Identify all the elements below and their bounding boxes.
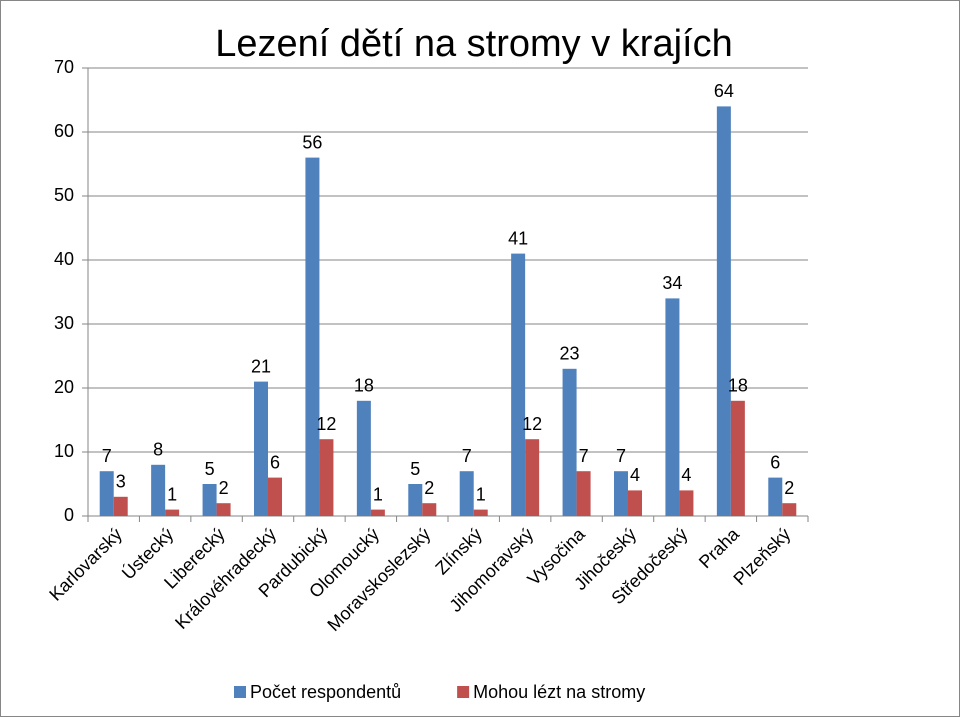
bar [422, 503, 437, 516]
data-label: 12 [316, 414, 336, 434]
data-label: 5 [205, 459, 215, 479]
bar [511, 253, 526, 516]
data-label: 18 [354, 376, 374, 396]
bar [408, 484, 423, 516]
bar [202, 484, 217, 516]
data-label: 7 [462, 446, 472, 466]
data-label: 56 [302, 132, 322, 152]
bar [305, 157, 320, 516]
data-label: 41 [508, 228, 528, 248]
data-label: 4 [681, 465, 691, 485]
bar [99, 471, 114, 516]
legend-swatch [457, 686, 470, 698]
legend-swatch [234, 686, 246, 698]
bar [254, 381, 268, 516]
legend-label: Mohou lézt na stromy [473, 682, 645, 702]
data-label: 6 [270, 452, 280, 472]
bar [473, 509, 488, 516]
data-label: 5 [410, 459, 420, 479]
bar [576, 471, 591, 516]
data-label: 7 [579, 446, 589, 466]
data-label: 64 [714, 81, 734, 101]
bar [165, 509, 180, 516]
data-label: 1 [476, 484, 486, 504]
y-tick-label: 40 [54, 249, 74, 269]
chart-title: Lezení dětí na stromy v krajích [215, 23, 732, 65]
bar [614, 471, 628, 516]
y-tick-label: 10 [54, 441, 74, 461]
data-label: 4 [630, 465, 640, 485]
data-label: 2 [219, 478, 229, 498]
bar [113, 496, 128, 516]
bar [459, 471, 474, 516]
data-label: 6 [770, 452, 780, 472]
bar [268, 477, 282, 516]
bar [151, 464, 166, 516]
data-label: 1 [167, 484, 177, 504]
bar [730, 400, 745, 516]
data-label: 2 [784, 478, 794, 498]
bar [562, 368, 577, 516]
bar [356, 400, 371, 516]
bar [782, 503, 797, 516]
data-label: 34 [662, 273, 682, 293]
bar [716, 106, 731, 517]
y-tick-label: 20 [54, 377, 74, 397]
bar [319, 439, 334, 516]
data-label: 12 [522, 414, 542, 434]
y-tick-label: 50 [54, 185, 74, 205]
bar [768, 477, 783, 516]
data-label: 1 [373, 484, 383, 504]
bar [216, 503, 231, 516]
y-tick-label: 60 [54, 121, 74, 141]
data-label: 7 [616, 446, 626, 466]
y-tick-label: 70 [54, 57, 74, 77]
y-tick-label: 30 [54, 313, 74, 333]
data-label: 23 [560, 344, 580, 364]
bar [628, 490, 642, 516]
data-label: 21 [251, 356, 271, 376]
data-label: 3 [116, 472, 126, 492]
data-label: 8 [153, 440, 163, 460]
bar [665, 298, 680, 516]
legend-label: Počet respondentů [250, 682, 401, 702]
data-label: 2 [424, 478, 434, 498]
data-label: 7 [102, 446, 112, 466]
data-label: 18 [728, 376, 748, 396]
y-tick-label: 0 [64, 505, 74, 525]
bar [525, 439, 540, 516]
bar [370, 509, 385, 516]
bar [679, 490, 694, 516]
